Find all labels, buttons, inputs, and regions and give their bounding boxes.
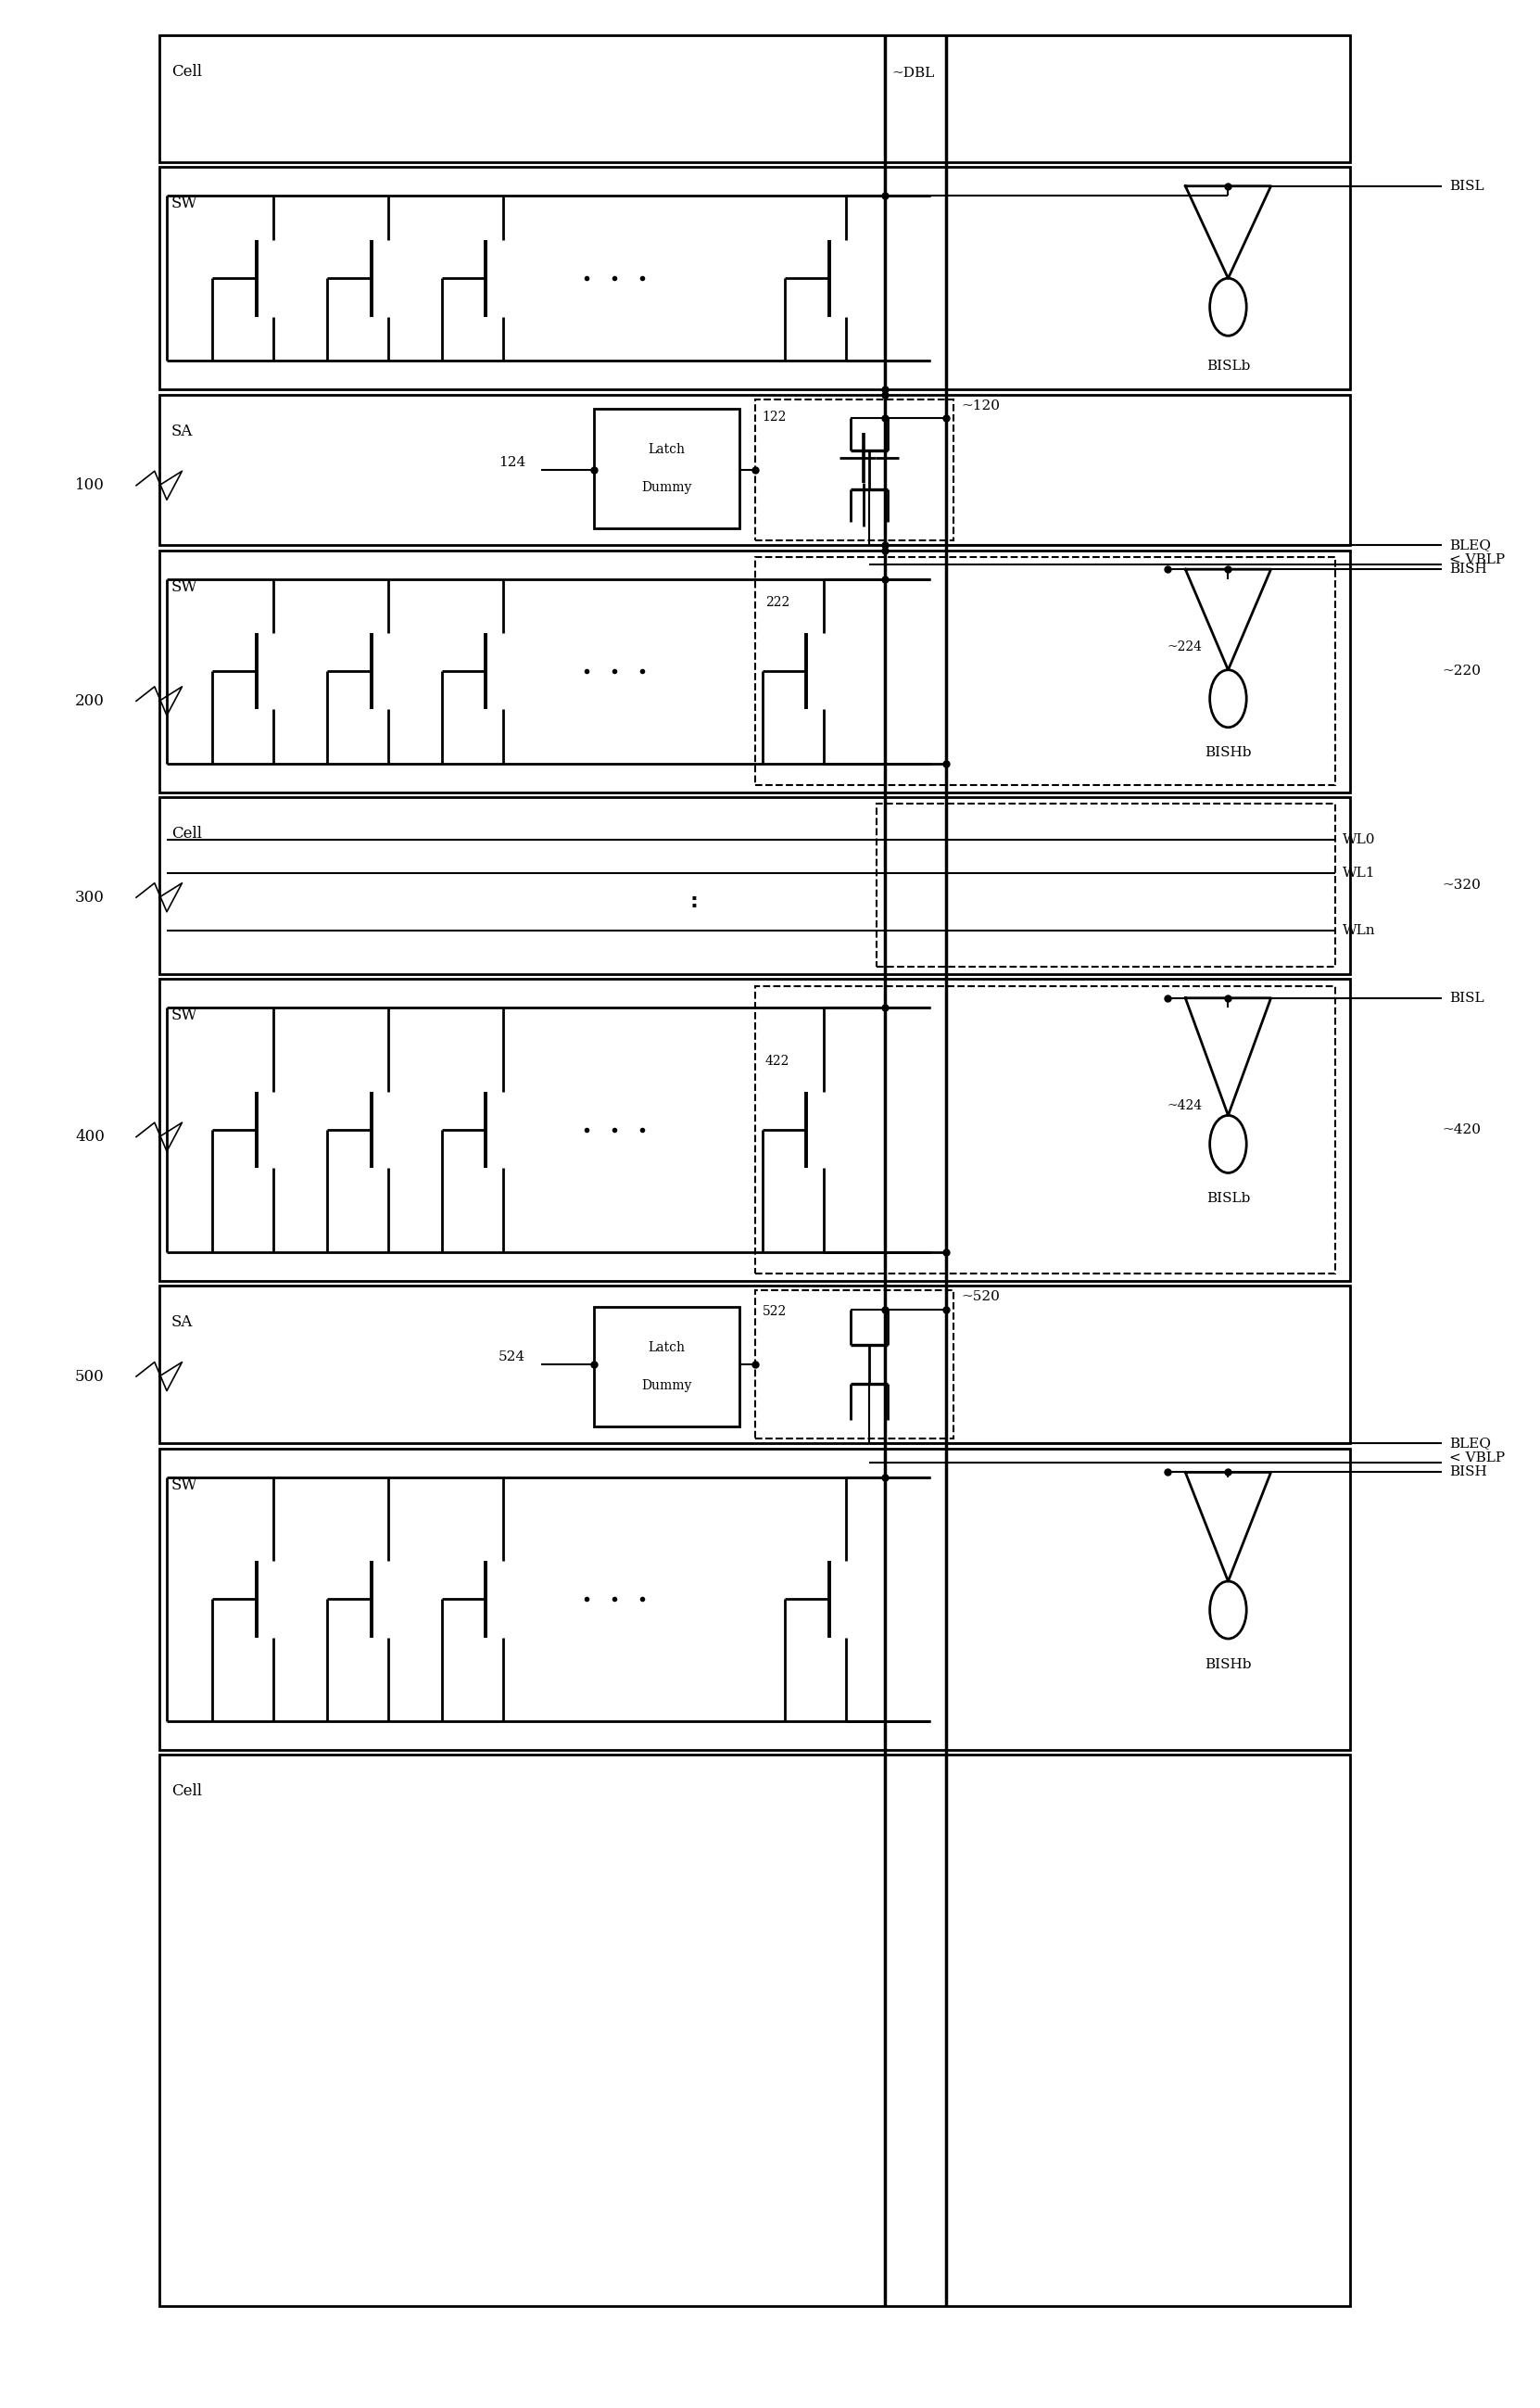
Text: 100: 100: [75, 477, 105, 494]
Text: 500: 500: [75, 1368, 105, 1385]
Text: Cell: Cell: [171, 826, 202, 840]
Bar: [159, 549, 1351, 792]
Bar: [159, 395, 1351, 544]
Bar: [755, 985, 1335, 1274]
Text: BLEQ: BLEQ: [1449, 539, 1491, 551]
Bar: [876, 804, 1335, 968]
Text: BISL: BISL: [1449, 181, 1485, 193]
Bar: [159, 1447, 1351, 1751]
Text: SA: SA: [171, 1315, 192, 1329]
Text: BISLb: BISLb: [1206, 359, 1250, 373]
Text: 524: 524: [499, 1351, 525, 1363]
Text: Cell: Cell: [171, 1784, 202, 1799]
Text: BISH: BISH: [1449, 1466, 1488, 1479]
Text: ~424: ~424: [1167, 1100, 1203, 1112]
Bar: [755, 400, 953, 539]
Text: 222: 222: [765, 595, 790, 609]
Text: Dummy: Dummy: [642, 1380, 691, 1392]
Text: 122: 122: [762, 412, 787, 424]
Bar: [755, 1291, 953, 1438]
Text: SW: SW: [171, 578, 197, 595]
Text: BISHb: BISHb: [1204, 746, 1252, 759]
Text: BISLb: BISLb: [1206, 1192, 1250, 1204]
Bar: [159, 166, 1351, 390]
Text: ~320: ~320: [1441, 879, 1481, 891]
Text: ~120: ~120: [961, 400, 999, 412]
Bar: [159, 1755, 1351, 2307]
Bar: [159, 36, 1351, 161]
Text: Latch: Latch: [648, 443, 685, 455]
Text: ~220: ~220: [1441, 665, 1481, 677]
Text: 124: 124: [499, 455, 525, 470]
Text: WL0: WL0: [1343, 833, 1375, 848]
Text: SA: SA: [171, 424, 192, 438]
Text: 522: 522: [762, 1305, 787, 1317]
Text: WLn: WLn: [1343, 925, 1375, 937]
Text: 400: 400: [75, 1129, 105, 1144]
Bar: [159, 980, 1351, 1281]
Bar: [159, 797, 1351, 975]
Text: BISH: BISH: [1449, 563, 1488, 576]
Text: < VBLP: < VBLP: [1449, 554, 1505, 566]
Text: BISL: BISL: [1449, 992, 1485, 1004]
Text: WL1: WL1: [1343, 867, 1375, 879]
Text: Latch: Latch: [648, 1341, 685, 1353]
Bar: [159, 1286, 1351, 1442]
Text: 300: 300: [75, 889, 105, 905]
Text: Cell: Cell: [171, 65, 202, 79]
Bar: [755, 556, 1335, 785]
Bar: [594, 1308, 739, 1428]
Text: 422: 422: [765, 1055, 790, 1067]
Text: :: :: [690, 893, 698, 913]
Text: 200: 200: [75, 694, 105, 708]
Text: Dummy: Dummy: [642, 482, 691, 494]
Bar: [594, 409, 739, 530]
Text: ~420: ~420: [1441, 1122, 1481, 1137]
Text: < VBLP: < VBLP: [1449, 1452, 1505, 1464]
Text: ~224: ~224: [1167, 641, 1203, 653]
Text: BLEQ: BLEQ: [1449, 1438, 1491, 1450]
Text: SW: SW: [171, 195, 197, 212]
Text: SW: SW: [171, 1007, 197, 1023]
Text: SW: SW: [171, 1476, 197, 1493]
Text: ~520: ~520: [961, 1291, 999, 1303]
Text: ~DBL: ~DBL: [892, 67, 935, 79]
Text: BISHb: BISHb: [1204, 1657, 1252, 1671]
